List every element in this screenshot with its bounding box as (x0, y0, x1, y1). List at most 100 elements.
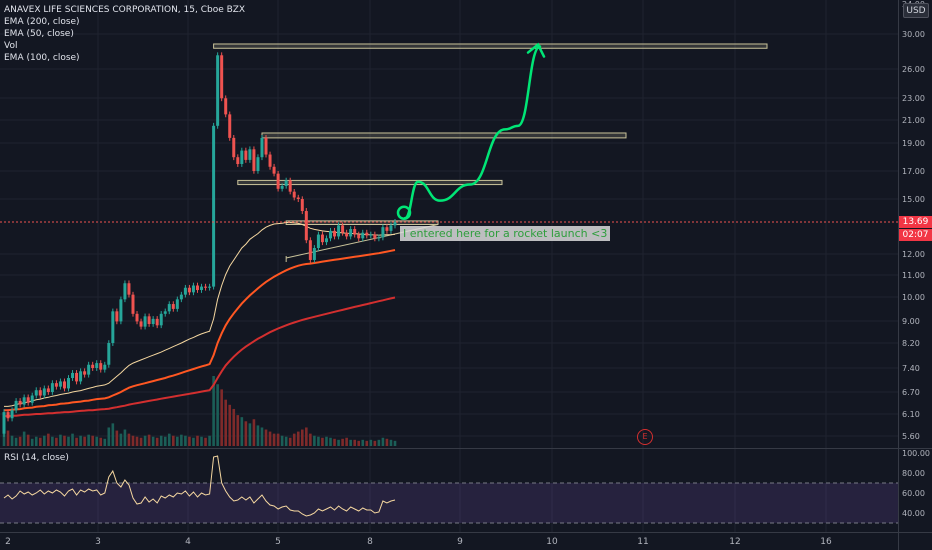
candle (10, 410, 14, 419)
candle (220, 55, 224, 99)
candle (167, 304, 171, 312)
volume-bar (393, 440, 397, 446)
volume-bar (87, 434, 90, 446)
candle (187, 287, 191, 293)
candle (232, 137, 236, 158)
candle (216, 55, 220, 126)
volume-bar (268, 431, 272, 446)
volume-bar (333, 438, 336, 446)
volume-bar (51, 436, 54, 446)
candle (304, 211, 308, 241)
volume-bar (99, 437, 103, 446)
candle (204, 286, 208, 288)
volume-bar (280, 435, 284, 446)
annotation-text[interactable]: I entered here for a rocket launch <3 (400, 226, 611, 241)
candle (312, 248, 316, 260)
candle (179, 294, 183, 300)
earnings-marker-icon[interactable]: E (637, 429, 653, 445)
volume-bar (389, 439, 393, 446)
volume-bar (147, 434, 151, 446)
candle (163, 311, 167, 314)
volume-bar (111, 423, 115, 446)
time-tick-label: 3 (95, 537, 101, 547)
candle (284, 180, 288, 186)
volume-bar (264, 429, 268, 446)
price-tick-label: 26.00 (902, 65, 925, 74)
volume-bar (329, 437, 332, 446)
volume-bar (353, 439, 356, 446)
candle (95, 363, 99, 368)
candle (377, 237, 381, 239)
volume-bar (6, 430, 10, 446)
ema200-line (4, 296, 396, 418)
candle (87, 364, 91, 375)
candle (361, 232, 365, 239)
volume-bar (38, 437, 42, 446)
currency-button[interactable]: USD (903, 3, 929, 18)
volume-bar (296, 431, 300, 446)
candle (22, 397, 26, 405)
candle (62, 381, 66, 389)
volume-bar (208, 435, 211, 446)
volume-bar (369, 439, 373, 446)
volume-bar (2, 433, 6, 446)
volume-bar (256, 425, 260, 446)
volume-bar (139, 437, 143, 446)
volume-bar (212, 376, 215, 446)
price-tick-label: 23.00 (902, 94, 925, 103)
candle (333, 230, 337, 237)
candle (143, 316, 147, 327)
candle (42, 388, 46, 396)
candle (99, 363, 103, 370)
candle (159, 313, 163, 326)
symbol-title[interactable]: ANAVEX LIFE SCIENCES CORPORATION, 15, Cb… (4, 5, 246, 15)
candle (115, 311, 119, 322)
candle (228, 114, 232, 138)
candle (83, 371, 87, 375)
price-tick-label: 30.00 (902, 30, 925, 39)
volume-bar (171, 435, 175, 446)
rsi-tick-label: 40.00 (902, 509, 925, 518)
candle (324, 238, 328, 243)
candle (103, 364, 107, 370)
rsi-legend[interactable]: RSI (14, close) (4, 453, 69, 463)
volume-bar (361, 439, 365, 446)
resistance-zone (261, 132, 627, 139)
volume-bar (325, 436, 328, 446)
volume-bar (313, 435, 316, 446)
volume-bar (30, 438, 34, 446)
volume-bar (317, 436, 320, 446)
volume-bar (119, 433, 123, 446)
candle (147, 316, 151, 325)
candle (236, 157, 240, 165)
legend-ema100[interactable]: EMA (100, close) (4, 53, 80, 63)
candle (195, 285, 199, 291)
candle (365, 232, 369, 236)
volume-bar (373, 440, 377, 446)
candle (252, 149, 256, 171)
candle (385, 227, 389, 231)
candle (171, 304, 175, 309)
resistance-zone (213, 43, 768, 49)
volume-bar (220, 389, 223, 446)
price-tick-label: 11.00 (902, 271, 925, 280)
volume-bar (91, 435, 94, 446)
candle (107, 343, 111, 365)
candle (91, 364, 95, 368)
volume-bar (63, 435, 66, 446)
legend-vol[interactable]: Vol (4, 41, 18, 51)
volume-bar (22, 431, 26, 446)
rsi-band (0, 483, 898, 523)
price-tick-label: 7.40 (902, 364, 920, 373)
volume-bar (385, 438, 389, 446)
candle (381, 227, 385, 238)
legend-ema200[interactable]: EMA (200, close) (4, 17, 80, 27)
legend-ema50[interactable]: EMA (50, close) (4, 29, 74, 39)
rsi-tick-label: 60.00 (902, 489, 925, 498)
candle (135, 313, 139, 322)
candle (111, 311, 115, 343)
volume-bar (244, 421, 248, 446)
volume-bar (288, 437, 292, 446)
volume-bar (151, 436, 155, 446)
